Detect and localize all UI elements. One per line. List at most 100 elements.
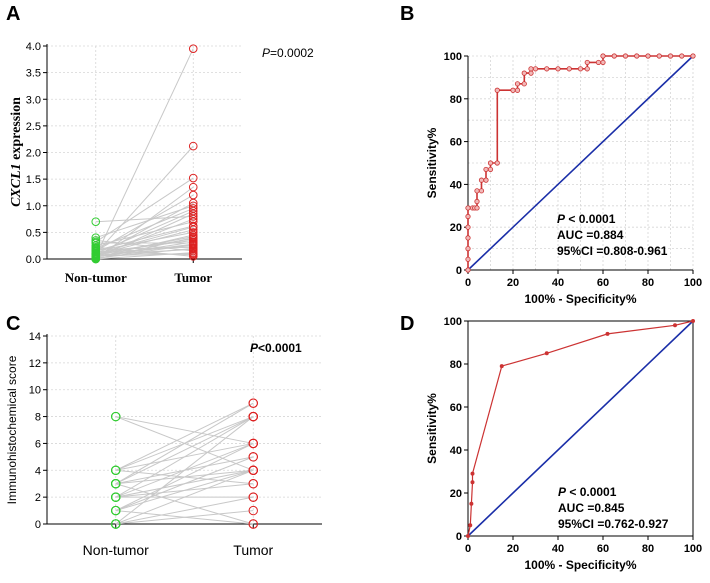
x-axis-title: 100% - Specificity% — [524, 292, 636, 306]
point-tumor — [248, 479, 258, 489]
roc-point — [691, 318, 696, 323]
roc-curve — [467, 320, 694, 537]
y-tick-label: 1.5 — [26, 174, 41, 186]
pair-line — [115, 416, 254, 525]
roc-point — [474, 188, 480, 194]
stat-line-1: P < 0.0001 — [557, 212, 616, 226]
x-axis-title: 100% - Specificity% — [524, 558, 636, 572]
point-tumor — [248, 465, 258, 475]
y-tick-label: 12 — [29, 358, 41, 370]
x-tick-label: 20 — [507, 277, 519, 289]
roc-point — [474, 198, 480, 205]
point-non-tumor — [111, 505, 121, 516]
panel-letter-a: A — [6, 3, 20, 25]
point-non-tumor — [111, 519, 121, 529]
roc-point — [483, 166, 489, 173]
pair-line — [115, 510, 254, 525]
point-non-tumor — [111, 411, 121, 422]
x-category-label: Tumor — [174, 270, 212, 285]
point-non-tumor — [111, 479, 121, 489]
reference-diagonal — [467, 320, 694, 537]
roc-point — [465, 256, 471, 262]
pair-line — [115, 469, 254, 498]
y-tick-label: 1.0 — [26, 201, 41, 213]
roc-point — [566, 66, 572, 72]
roc-point — [555, 66, 561, 72]
chart-c: 0 2 4 6 8 10 12 14 Non-tumor Tumor Immunohistochem… — [5, 331, 322, 558]
y-tick-label: 0.0 — [26, 254, 41, 266]
y-tick-label: 0 — [456, 531, 462, 543]
pair-line — [115, 416, 254, 444]
p-value-symbol: P — [262, 46, 270, 60]
roc-point — [622, 53, 629, 59]
roc-point — [584, 66, 590, 72]
plot-frame — [467, 320, 694, 537]
x-category-label: Non-tumor — [83, 542, 149, 558]
roc-point — [645, 53, 651, 59]
y-tick-label: 4.0 — [26, 41, 41, 53]
point-tumor — [188, 237, 198, 247]
stat-line-1: P < 0.0001 — [558, 485, 617, 499]
pair-line — [115, 416, 254, 485]
pair-line — [95, 231, 194, 252]
pair-line — [115, 469, 254, 512]
roc-point — [544, 66, 550, 72]
x-category-label: Non-tumor — [65, 270, 127, 285]
roc-point — [521, 81, 527, 87]
y-tick-label: 60 — [450, 137, 462, 149]
y-axis-title: Sensitivity% — [425, 393, 439, 464]
pair-line — [95, 145, 194, 255]
panel-letter-d: D — [400, 313, 414, 335]
point-tumor — [248, 411, 258, 422]
point-non-tumor — [91, 236, 101, 245]
point-non-tumor — [91, 246, 101, 255]
chart-d: 0 20 40 60 80 100 0 20 40 60 80 100 100% - Specifici… — [425, 316, 702, 572]
roc-point — [487, 160, 494, 166]
point-non-tumor — [111, 492, 121, 502]
x-tick-label: 80 — [642, 277, 654, 289]
y-tick-label: 2.0 — [26, 148, 41, 160]
roc-point — [483, 177, 489, 183]
chart-a: 0.0 0.5 1.0 1.5 2.0 2.5 3.0 3.5 4.0 Non-tumor Tumo… — [9, 41, 314, 285]
y-tick-label: 40 — [450, 445, 462, 457]
pair-line — [95, 205, 194, 239]
y-tick-label: 2.5 — [26, 121, 41, 133]
pair-line — [115, 416, 254, 498]
roc-point — [514, 81, 521, 87]
point-non-tumor — [111, 465, 121, 475]
pair-line — [95, 241, 194, 258]
point-tumor — [188, 252, 198, 261]
roc-point — [521, 70, 527, 76]
roc-point — [499, 364, 504, 369]
pair-line — [115, 483, 254, 525]
roc-point — [634, 53, 640, 59]
roc-point — [510, 87, 516, 93]
roc-point — [468, 523, 473, 528]
roc-point — [470, 471, 475, 476]
pair-line — [95, 236, 194, 256]
x-tick-label: 60 — [597, 543, 609, 555]
roc-point — [494, 87, 500, 93]
point-tumor — [188, 232, 198, 241]
roc-point — [584, 59, 590, 66]
y-axis-title: Immunohistochemical score — [5, 355, 19, 504]
point-tumor — [248, 438, 258, 449]
roc-point — [474, 205, 480, 211]
point-tumor — [248, 398, 258, 408]
y-tick-label: 100 — [444, 316, 462, 328]
roc-point — [465, 534, 470, 539]
y-tick-label: 20 — [450, 222, 462, 234]
stat-line-3: 95%CI =0.808-0.961 — [557, 244, 668, 258]
roc-point — [544, 351, 549, 356]
roc-point — [577, 66, 584, 72]
roc-point — [465, 235, 471, 241]
roc-point — [469, 501, 474, 506]
y-tick-label: 3.0 — [26, 94, 41, 106]
y-axis-title-gene: CXCL1 — [9, 163, 24, 207]
point-non-tumor — [91, 250, 101, 260]
roc-point — [667, 53, 674, 59]
chart-b: 0 20 40 60 80 100 0 20 40 60 80 100 100% - Specifici… — [425, 51, 702, 306]
y-tick-label: 0.5 — [26, 227, 41, 239]
pair-line — [95, 177, 194, 243]
